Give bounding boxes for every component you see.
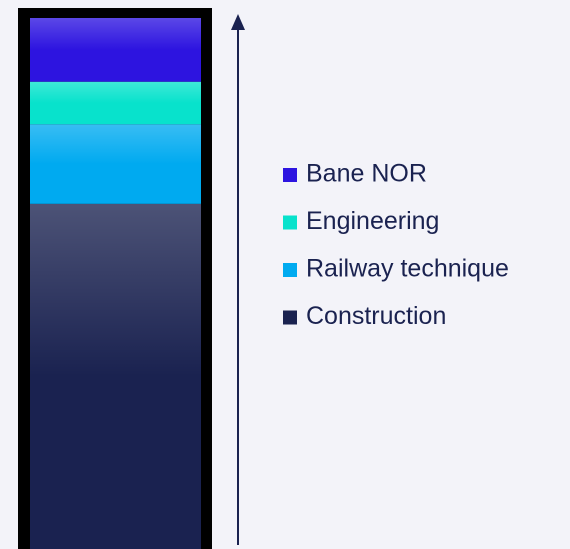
bar-segment-shade (30, 203, 201, 549)
bar-segment-shade (30, 81, 201, 125)
legend-swatch (283, 263, 297, 277)
legend-label: Construction (306, 302, 446, 330)
legend-label: Railway technique (306, 255, 509, 283)
legend-label: Engineering (306, 207, 439, 235)
legend-swatch (283, 310, 297, 325)
legend-label: Bane NOR (306, 160, 427, 188)
bar-segment-shade (30, 124, 201, 204)
legend-swatch (283, 215, 297, 230)
axis-arrow-head (231, 14, 245, 30)
bar-segment-shade (30, 18, 201, 82)
legend-swatch (283, 168, 297, 182)
